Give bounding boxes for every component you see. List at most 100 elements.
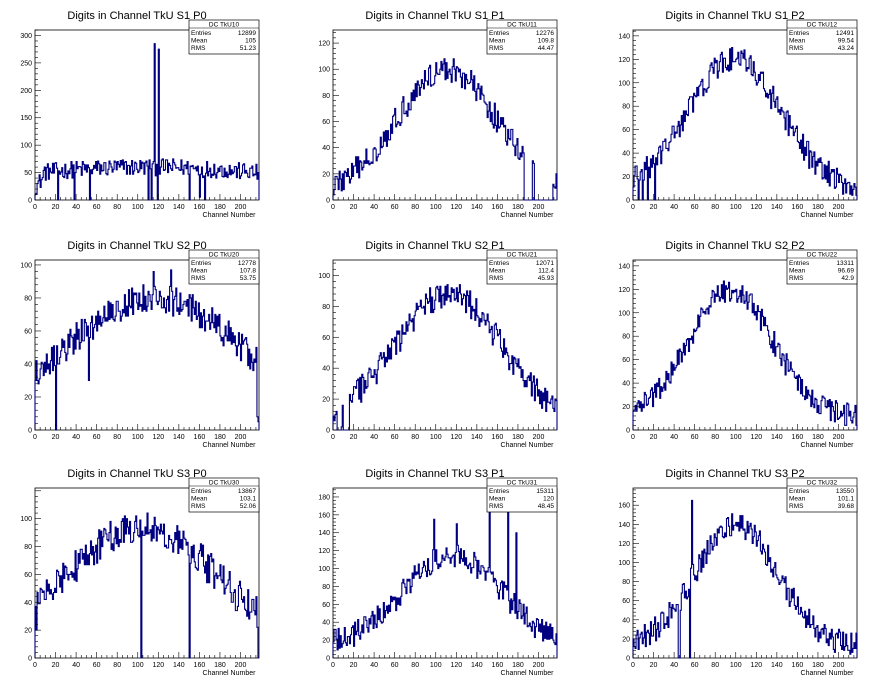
x-tick-label: 40 [72, 434, 80, 441]
stats-box-frame [486, 477, 558, 513]
y-tick-label: 140 [318, 530, 330, 537]
x-axis-label: Channel Number [203, 670, 257, 677]
x-tick-label: 200 [833, 662, 845, 669]
y-tick-label: 20 [24, 628, 32, 635]
y-tick-label: 40 [24, 361, 32, 368]
x-tick-label: 100 [132, 434, 144, 441]
x-tick-label: 0 [33, 662, 37, 669]
y-tick-label: 140 [618, 522, 630, 529]
stats-mean-value: 99.54 [838, 38, 855, 45]
x-tick-label: 200 [833, 204, 845, 211]
stats-box-name: DC TkU20 [209, 252, 240, 259]
histogram-series [332, 58, 558, 201]
y-tick-label: 100 [318, 67, 330, 74]
histogram-panel-7: Digits in Channel TkU S3 P0 0 20 40 60 80 100 1… [20, 468, 260, 677]
stats-entries-value: 12899 [238, 30, 256, 37]
stats-entries-value: 13550 [836, 488, 854, 495]
x-tick-label: 40 [370, 204, 378, 211]
stats-box-frame [486, 19, 558, 55]
x-tick-label: 40 [670, 662, 678, 669]
stats-box-frame [786, 19, 858, 55]
stats-mean-value: 105 [245, 38, 256, 45]
y-tick-label: 100 [318, 566, 330, 573]
stats-entries-value: 12276 [536, 30, 554, 37]
x-tick-label: 60 [391, 662, 399, 669]
x-axis-label: Channel Number [801, 212, 855, 219]
stats-rms-label: RMS [191, 45, 206, 52]
stats-rms-label: RMS [789, 503, 804, 510]
stats-mean-value: 96.69 [838, 268, 855, 275]
x-tick-label: 60 [93, 434, 101, 441]
stats-entries-value: 12778 [238, 260, 256, 267]
x-tick-label: 120 [750, 434, 762, 441]
stats-entries-value: 15311 [536, 488, 554, 495]
plot-frame [332, 487, 558, 659]
stats-rms-label: RMS [489, 275, 504, 282]
histogram-series [632, 280, 858, 430]
y-tick-label: 80 [322, 304, 330, 311]
x-tick-label: 20 [650, 204, 658, 211]
histogram-panel-4: Digits in Channel TkU S2 P0 0 20 40 60 80 100 1… [20, 240, 260, 449]
x-tick-label: 80 [113, 204, 121, 211]
stats-rms-label: RMS [489, 503, 504, 510]
stats-rms-value: 43.24 [838, 45, 855, 52]
chart-title: Digits in Channel TkU S3 P1 [365, 468, 504, 480]
x-tick-label: 160 [792, 434, 804, 441]
x-tick-label: 160 [194, 204, 206, 211]
stats-mean-value: 120 [543, 496, 554, 503]
stats-rms-value: 53.75 [240, 275, 257, 282]
x-tick-label: 180 [214, 662, 226, 669]
x-tick-label: 80 [113, 662, 121, 669]
x-tick-label: 160 [492, 434, 504, 441]
y-tick-label: 40 [24, 600, 32, 607]
y-tick-label: 0 [626, 198, 630, 205]
x-tick-label: 80 [711, 434, 719, 441]
x-tick-label: 160 [194, 662, 206, 669]
y-tick-label: 100 [618, 80, 630, 87]
y-tick-label: 20 [622, 174, 630, 181]
x-tick-label: 80 [711, 662, 719, 669]
stats-box-frame [786, 477, 858, 513]
stats-mean-label: Mean [191, 496, 208, 503]
x-tick-label: 20 [650, 434, 658, 441]
plot-frame [632, 487, 858, 659]
x-tick-label: 160 [792, 662, 804, 669]
x-tick-label: 100 [730, 204, 742, 211]
x-tick-label: 140 [173, 204, 185, 211]
y-tick-label: 20 [622, 636, 630, 643]
histogram-panel-6: Digits in Channel TkU S2 P2 0 20 40 60 80 100 1… [618, 240, 858, 449]
x-tick-label: 140 [471, 204, 483, 211]
x-tick-label: 0 [631, 662, 635, 669]
y-tick-label: 40 [322, 366, 330, 373]
x-tick-label: 120 [450, 204, 462, 211]
x-tick-label: 40 [370, 434, 378, 441]
stats-entries-label: Entries [489, 30, 510, 37]
plot-frame [34, 259, 260, 431]
histogram-panel-5: Digits in Channel TkU S2 P1 0 20 40 60 80 100 1… [318, 240, 558, 449]
x-tick-label: 80 [113, 434, 121, 441]
x-tick-label: 120 [450, 434, 462, 441]
histogram-series [632, 499, 858, 659]
stats-box-frame [188, 477, 260, 513]
x-tick-label: 0 [331, 204, 335, 211]
y-tick-label: 120 [618, 287, 630, 294]
x-axis-label: Channel Number [801, 670, 855, 677]
x-axis-label: Channel Number [501, 212, 555, 219]
x-tick-label: 40 [72, 662, 80, 669]
y-tick-label: 140 [618, 33, 630, 40]
stats-box-name: DC TkU21 [507, 252, 538, 259]
x-tick-label: 20 [52, 434, 60, 441]
x-tick-label: 100 [730, 434, 742, 441]
x-tick-label: 80 [411, 662, 419, 669]
chart-title: Digits in Channel TkU S1 P1 [365, 10, 504, 22]
y-tick-label: 60 [622, 127, 630, 134]
stats-entries-label: Entries [489, 260, 510, 267]
x-tick-label: 180 [512, 434, 524, 441]
stats-box-frame [786, 249, 858, 285]
x-tick-label: 120 [750, 662, 762, 669]
stats-rms-label: RMS [789, 45, 804, 52]
